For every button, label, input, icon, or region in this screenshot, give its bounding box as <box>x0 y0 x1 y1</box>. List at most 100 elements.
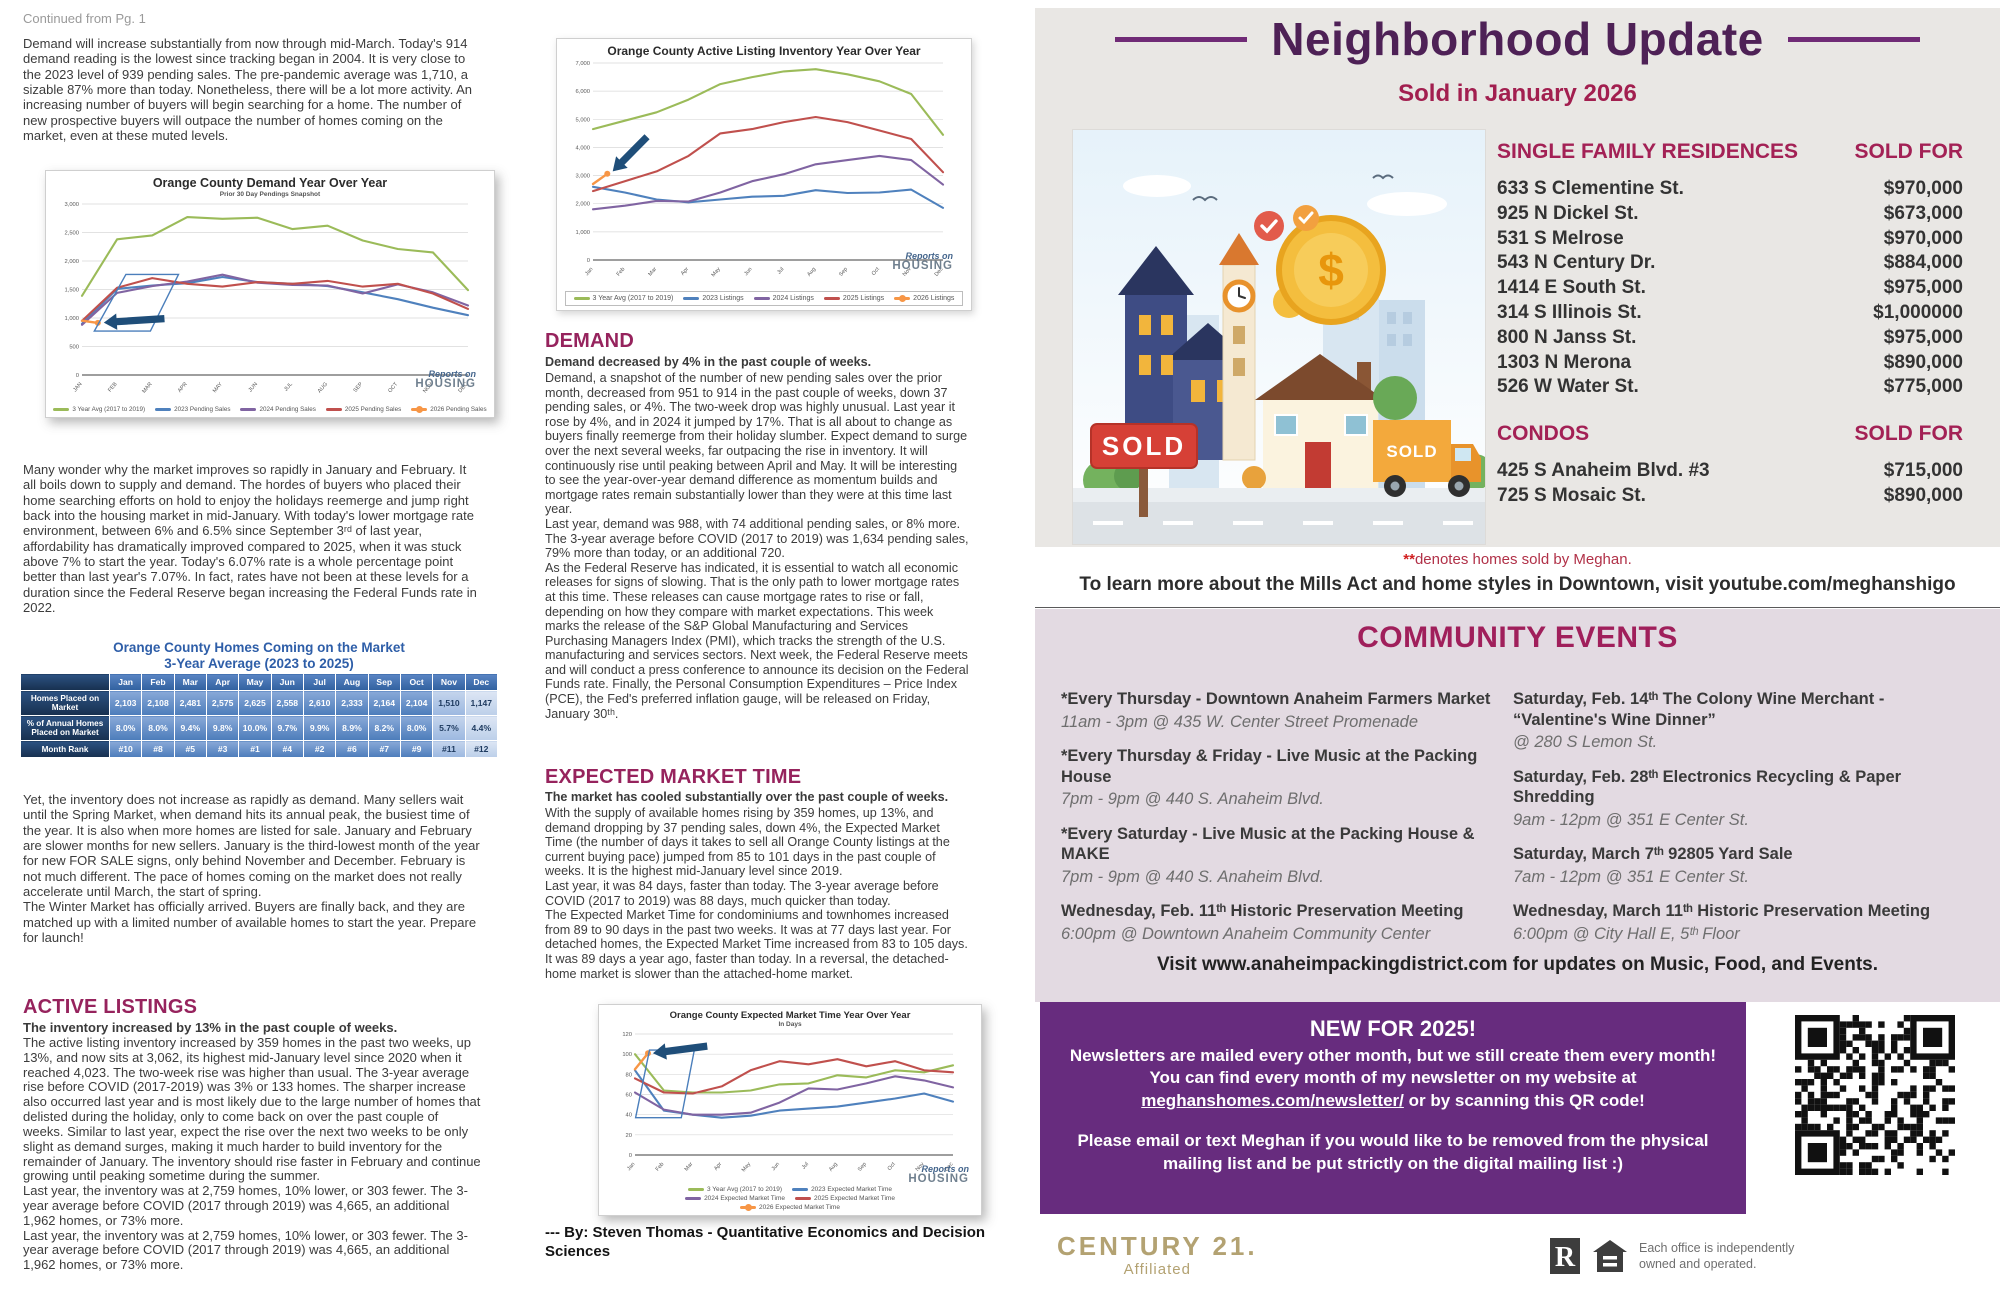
event-item: Saturday, Feb. 14ᵗʰ The Colony Wine Merc… <box>1513 689 1977 754</box>
office-disclaimer: Each office is independently owned and o… <box>1639 1241 1795 1272</box>
table-cell: #8 <box>141 740 175 758</box>
svg-text:Sep: Sep <box>857 1162 868 1173</box>
svg-text:Jun: Jun <box>743 267 753 278</box>
svg-text:SOLD: SOLD <box>1386 442 1437 461</box>
event-detail: 9am - 12pm @ 351 E Center St. <box>1513 810 1749 829</box>
svg-text:Jul: Jul <box>801 1162 810 1171</box>
svg-text:3,000: 3,000 <box>575 174 590 180</box>
svg-text:2,000: 2,000 <box>64 259 79 265</box>
legend-item: 2023 Pending Sales <box>155 406 230 413</box>
listing-row: 633 S Clementine St. $970,000 <box>1497 177 1963 202</box>
table-header-cell: Sep <box>367 673 401 691</box>
condos-header: CONDOS <box>1497 422 1590 446</box>
svg-text:Nov: Nov <box>902 266 913 278</box>
event-detail: @ 280 S Lemon St. <box>1513 733 1658 752</box>
svg-text:$: $ <box>1318 244 1344 296</box>
listing-price: $975,000 <box>1883 326 1963 348</box>
cottage-house <box>1255 354 1385 488</box>
listing-price: $884,000 <box>1883 252 1963 274</box>
legend-item: 2026 Listings <box>894 295 954 303</box>
event-title: Saturday, March 7ᵗʰ 92805 Yard Sale <box>1513 845 1793 864</box>
listing-address: 1414 E South St. <box>1497 277 1646 299</box>
table-cell: 8.0% <box>399 715 434 741</box>
event-item: *Every Saturday - Live Music at the Pack… <box>1061 824 1503 889</box>
table-cell: 8.9% <box>335 715 369 741</box>
listing-row: 531 S Melrose $970,000 <box>1497 227 1963 252</box>
legend-item: 2025 Pending Sales <box>325 406 401 413</box>
inventory-paragraph: Yet, the inventory does not increase as … <box>23 792 480 945</box>
table-cell: 2,575 <box>205 690 240 716</box>
svg-text:MAR: MAR <box>141 381 153 394</box>
listing-address: 543 N Century Dr. <box>1497 252 1656 274</box>
chart-legend: 3 Year Avg (2017 to 2019) 2023 Expected M… <box>640 1186 940 1212</box>
event-item: Saturday, March 7ᵗʰ 92805 Yard Sale 7am … <box>1513 844 1977 888</box>
community-events-section: COMMUNITY EVENTS *Every Thursday - Downt… <box>1035 609 2000 1002</box>
svg-text:2,000: 2,000 <box>575 202 590 208</box>
event-item: Wednesday, March 11ᵗʰ Historic Preservat… <box>1513 901 1977 945</box>
chart-legend: 3 Year Avg (2017 to 2019) 2023 Listings 20… <box>564 291 964 307</box>
legend-item: 2025 Listings <box>823 295 884 302</box>
svg-text:Apr: Apr <box>680 266 690 277</box>
newsletter-link[interactable]: meghanshomes.com/newsletter/ <box>1141 1090 1404 1110</box>
century21-logo: CENTURY 21. Affiliated <box>1057 1231 1258 1278</box>
demand-heading: DEMAND <box>545 330 634 352</box>
svg-text:JUL: JUL <box>283 381 294 392</box>
table-cell: 1,147 <box>464 690 499 716</box>
svg-text:3,000: 3,000 <box>64 202 79 208</box>
svg-text:Feb: Feb <box>655 1162 666 1173</box>
svg-text:JAN: JAN <box>72 381 83 393</box>
listing-address: 314 S Illinois St. <box>1497 301 1642 323</box>
chart-canvas: 0 500 1,000 1,500 2,000 2,500 3,000 JAN FEB MAR AP… <box>64 202 469 395</box>
listing-address: 425 S Anaheim Blvd. #3 <box>1497 460 1710 482</box>
active-listings-body: The active listing inventory increased b… <box>23 1035 481 1273</box>
svg-text:Aug: Aug <box>806 267 817 278</box>
svg-text:SEP: SEP <box>353 381 365 394</box>
table-header-cell: Jul <box>302 673 337 691</box>
chart-canvas: 0 20 40 60 80 100 120 Jan Feb Mar Apr May Jun Jul Aug S… <box>622 1032 954 1173</box>
listing-price: $715,000 <box>1883 460 1963 482</box>
table-cell: 2,625 <box>238 690 272 716</box>
svg-text:AUG: AUG <box>317 381 329 394</box>
table-row: % of Annual Homes Placed on Market 8.0% 8.… <box>20 715 499 741</box>
chart-subtitle: Prior 30 Day Pendings Snapshot <box>219 190 321 198</box>
events-column-right: Saturday, Feb. 14ᵗʰ The Colony Wine Merc… <box>1513 689 1977 959</box>
reports-on-housing-logo: Reports on HOUSING <box>892 250 953 272</box>
chart-title: Orange County Expected Market Time Year … <box>669 1010 911 1021</box>
condos-header-row: CONDOS SOLD FOR <box>1497 422 1963 446</box>
svg-text:80: 80 <box>626 1073 632 1079</box>
market-time-chart: Orange County Expected Market Time Year … <box>598 1004 982 1217</box>
reports-on-housing-logo: Reports on HOUSING <box>908 1163 969 1185</box>
listing-address: 1303 N Merona <box>1497 351 1632 373</box>
mills-act-note: To learn more about the Mills Act and ho… <box>1079 574 1956 595</box>
title-rule-left <box>1115 36 1248 42</box>
table-cell: #10 <box>108 740 143 758</box>
table-header-cell <box>20 673 110 691</box>
table-row: Homes Placed on Market 2,103 2,108 2,481 2,5… <box>20 690 499 716</box>
footer-icons: R <box>1549 1238 1629 1274</box>
svg-text:Oct: Oct <box>887 1161 897 1172</box>
asterisks: ** <box>1403 551 1415 568</box>
svg-text:Jan: Jan <box>626 1162 636 1173</box>
listing-row: 800 N Janss St. $975,000 <box>1497 326 1963 351</box>
table-cell: #9 <box>399 740 434 758</box>
table-cell: 9.9% <box>302 715 337 741</box>
event-item: Wednesday, Feb. 11ᵗʰ Historic Preservati… <box>1061 901 1503 945</box>
equal-housing-icon <box>1593 1240 1627 1272</box>
table-cell: #11 <box>432 740 466 758</box>
svg-text:Nov: Nov <box>915 1161 926 1173</box>
svg-text:Mar: Mar <box>647 266 658 277</box>
svg-text:0: 0 <box>587 258 590 264</box>
table-header-cell: Month Rank <box>20 740 110 758</box>
legend-item: 3 Year Avg (2017 to 2019) <box>688 1186 782 1193</box>
listing-price: $673,000 <box>1883 202 1963 224</box>
active-listings-heading: ACTIVE LISTINGS <box>23 996 198 1018</box>
table-header-cell: Mar <box>173 673 207 691</box>
event-detail: 7pm - 9pm @ 440 S. Anaheim Blvd. <box>1061 868 1324 886</box>
listing-address: 531 S Melrose <box>1497 227 1624 249</box>
table-header-cell: Nov <box>432 673 466 691</box>
sold-sign: SOLD <box>1090 423 1198 517</box>
event-title: Wednesday, March 11ᵗʰ Historic Preservat… <box>1513 902 1931 921</box>
check-badge-icon <box>1254 205 1319 241</box>
event-title: *Every Thursday & Friday - Live Music at… <box>1061 747 1478 786</box>
author-byline: --- By: Steven Thomas - Quantitative Eco… <box>545 1224 986 1260</box>
